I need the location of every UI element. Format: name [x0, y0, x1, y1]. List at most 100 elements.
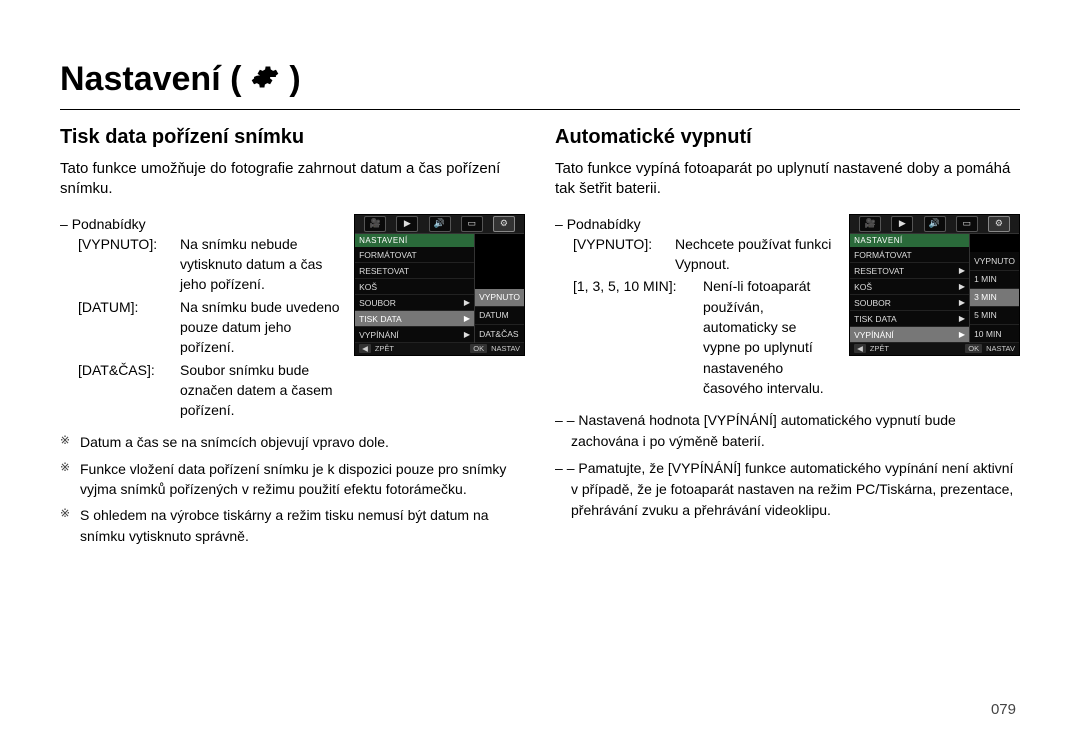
left-body: Podnabídky [VYPNUTO]: Na snímku nebude v… — [60, 214, 525, 423]
def-key: [1, 3, 5, 10 MIN]: — [573, 276, 697, 398]
def-val: Soubor snímku bude označen datem a časem… — [180, 360, 340, 421]
left-intro: Tato funkce umožňuje do fotografie zahrn… — [60, 159, 525, 200]
gear-tab-icon: ⚙ — [493, 216, 515, 232]
camera-left-list: NASTAVENÍ FORMÁTOVAT RESETOVAT KOŠ SOUBO… — [355, 234, 475, 343]
sound-tab-icon: 🔊 — [429, 216, 451, 232]
camera-row: SOUBOR▶ — [355, 295, 474, 311]
page-title-part1: Nastavení ( — [60, 60, 241, 99]
camera-option: VYPNUTO — [475, 289, 524, 307]
right-text: Podnabídky [VYPNUTO]: Nechcete používat … — [555, 214, 835, 401]
def-val: Nechcete používat funkci Vypnout. — [675, 234, 835, 275]
camera-right-list: VYPNUTO DATUM DAT&ČAS — [475, 234, 524, 343]
camera-right-list: VYPNUTO 1 MIN 3 MIN 5 MIN 10 MIN — [970, 234, 1019, 343]
chevron-right-icon: ▶ — [959, 330, 965, 339]
extra-item: – Nastavená hodnota [VYPÍNÁNÍ] automatic… — [555, 410, 1020, 452]
camera-option: DAT&ČAS — [475, 325, 524, 343]
back-key-icon: ◀ — [359, 344, 371, 353]
left-notes: Datum a čas se na snímcích objevují vpra… — [60, 432, 525, 545]
footer-back-label: ZPĚT — [375, 344, 394, 353]
ok-key-icon: OK — [965, 344, 982, 353]
camera-menu-screenshot: 🎥 ▶ 🔊 ▭ ⚙ NASTAVENÍ FORMÁTOVAT RESETOVAT… — [849, 214, 1020, 356]
def-val: Není-li fotoaparát používán, automaticky… — [703, 276, 835, 398]
chevron-right-icon: ▶ — [959, 266, 965, 275]
list-item: [1, 3, 5, 10 MIN]: Není-li fotoaparát po… — [573, 276, 835, 398]
camera-option: 3 MIN — [970, 289, 1019, 307]
camera-row: VYPÍNÁNÍ▶ — [850, 327, 969, 343]
camera-header: NASTAVENÍ — [850, 234, 969, 247]
sound-tab-icon: 🔊 — [924, 216, 946, 232]
extra-item: – Pamatujte, že [VYPÍNÁNÍ] funkce automa… — [555, 458, 1020, 521]
right-submenu-label: Podnabídky — [555, 214, 835, 234]
camera-tabs: 🎥 ▶ 🔊 ▭ ⚙ — [850, 215, 1019, 235]
camera-tab-icon: 🎥 — [859, 216, 881, 232]
divider-line — [60, 109, 1020, 110]
camera-row: FORMÁTOVAT — [850, 247, 969, 263]
right-column: Automatické vypnutí Tato funkce vypíná f… — [555, 126, 1020, 552]
page-title-part2: ) — [289, 60, 300, 99]
chevron-right-icon: ▶ — [464, 314, 470, 323]
camera-row: RESETOVAT — [355, 263, 474, 279]
camera-row: SOUBOR▶ — [850, 295, 969, 311]
note-item: Funkce vložení data pořízení snímku je k… — [60, 459, 525, 500]
camera-body: NASTAVENÍ FORMÁTOVAT RESETOVAT KOŠ SOUBO… — [355, 234, 524, 343]
list-item: [VYPNUTO]: Nechcete používat funkci Vypn… — [573, 234, 835, 275]
list-item: [DATUM]: Na snímku bude uvedeno pouze da… — [78, 297, 340, 358]
camera-row: KOŠ — [355, 279, 474, 295]
chevron-right-icon: ▶ — [959, 298, 965, 307]
def-key: [DATUM]: — [78, 297, 174, 358]
chevron-right-icon: ▶ — [959, 314, 965, 323]
def-key: [VYPNUTO]: — [573, 234, 669, 275]
gear-tab-icon: ⚙ — [988, 216, 1010, 232]
camera-option: 1 MIN — [970, 271, 1019, 289]
camera-option: VYPNUTO — [970, 252, 1019, 270]
chevron-right-icon: ▶ — [464, 298, 470, 307]
camera-body: NASTAVENÍ FORMÁTOVAT RESETOVAT▶ KOŠ▶ SOU… — [850, 234, 1019, 343]
list-item: [VYPNUTO]: Na snímku nebude vytisknuto d… — [78, 234, 340, 295]
right-extras: – Nastavená hodnota [VYPÍNÁNÍ] automatic… — [555, 410, 1020, 521]
camera-header: NASTAVENÍ — [355, 234, 474, 247]
def-key: [DAT&ČAS]: — [78, 360, 174, 421]
note-item: Datum a čas se na snímcích objevují vpra… — [60, 432, 525, 452]
camera-menu-screenshot: 🎥 ▶ 🔊 ▭ ⚙ NASTAVENÍ FORMÁTOVAT RESETOVAT… — [354, 214, 525, 356]
camera-row: TISK DATA▶ — [355, 311, 474, 327]
camera-tab-icon: 🎥 — [364, 216, 386, 232]
left-column: Tisk data pořízení snímku Tato funkce um… — [60, 126, 525, 552]
manual-page: Nastavení ( ) Tisk data pořízení snímku … — [0, 0, 1080, 746]
camera-row: VYPÍNÁNÍ▶ — [355, 327, 474, 343]
camera-row: KOŠ▶ — [850, 279, 969, 295]
left-deflist: [VYPNUTO]: Na snímku nebude vytisknuto d… — [78, 234, 340, 421]
footer-ok-label: NASTAV — [986, 344, 1015, 353]
camera-left-list: NASTAVENÍ FORMÁTOVAT RESETOVAT▶ KOŠ▶ SOU… — [850, 234, 970, 343]
left-text: Podnabídky [VYPNUTO]: Na snímku nebude v… — [60, 214, 340, 423]
def-val: Na snímku bude uvedeno pouze datum jeho … — [180, 297, 340, 358]
camera-footer: ◀ ZPĚT OK NASTAV — [850, 343, 1019, 354]
play-tab-icon: ▶ — [891, 216, 913, 232]
play-tab-icon: ▶ — [396, 216, 418, 232]
title-row: Nastavení ( ) — [60, 60, 1020, 99]
note-item: S ohledem na výrobce tiskárny a režim ti… — [60, 505, 525, 546]
camera-row: RESETOVAT▶ — [850, 263, 969, 279]
left-submenu-label: Podnabídky — [60, 214, 340, 234]
left-heading: Tisk data pořízení snímku — [60, 126, 525, 149]
camera-footer: ◀ ZPĚT OK NASTAV — [355, 343, 524, 354]
display-tab-icon: ▭ — [461, 216, 483, 232]
right-deflist: [VYPNUTO]: Nechcete používat funkci Vypn… — [573, 234, 835, 398]
camera-tabs: 🎥 ▶ 🔊 ▭ ⚙ — [355, 215, 524, 235]
footer-ok-label: NASTAV — [491, 344, 520, 353]
camera-row: FORMÁTOVAT — [355, 247, 474, 263]
display-tab-icon: ▭ — [956, 216, 978, 232]
right-body: Podnabídky [VYPNUTO]: Nechcete používat … — [555, 214, 1020, 401]
list-item: [DAT&ČAS]: Soubor snímku bude označen da… — [78, 360, 340, 421]
camera-row: TISK DATA▶ — [850, 311, 969, 327]
right-heading: Automatické vypnutí — [555, 126, 1020, 149]
def-key: [VYPNUTO]: — [78, 234, 174, 295]
right-intro: Tato funkce vypíná fotoaparát po uplynut… — [555, 159, 1020, 200]
def-val: Na snímku nebude vytisknuto datum a čas … — [180, 234, 340, 295]
camera-option: 5 MIN — [970, 307, 1019, 325]
ok-key-icon: OK — [470, 344, 487, 353]
page-number: 079 — [991, 701, 1016, 718]
gear-icon — [251, 63, 279, 96]
back-key-icon: ◀ — [854, 344, 866, 353]
footer-back-label: ZPĚT — [870, 344, 889, 353]
columns: Tisk data pořízení snímku Tato funkce um… — [60, 126, 1020, 552]
